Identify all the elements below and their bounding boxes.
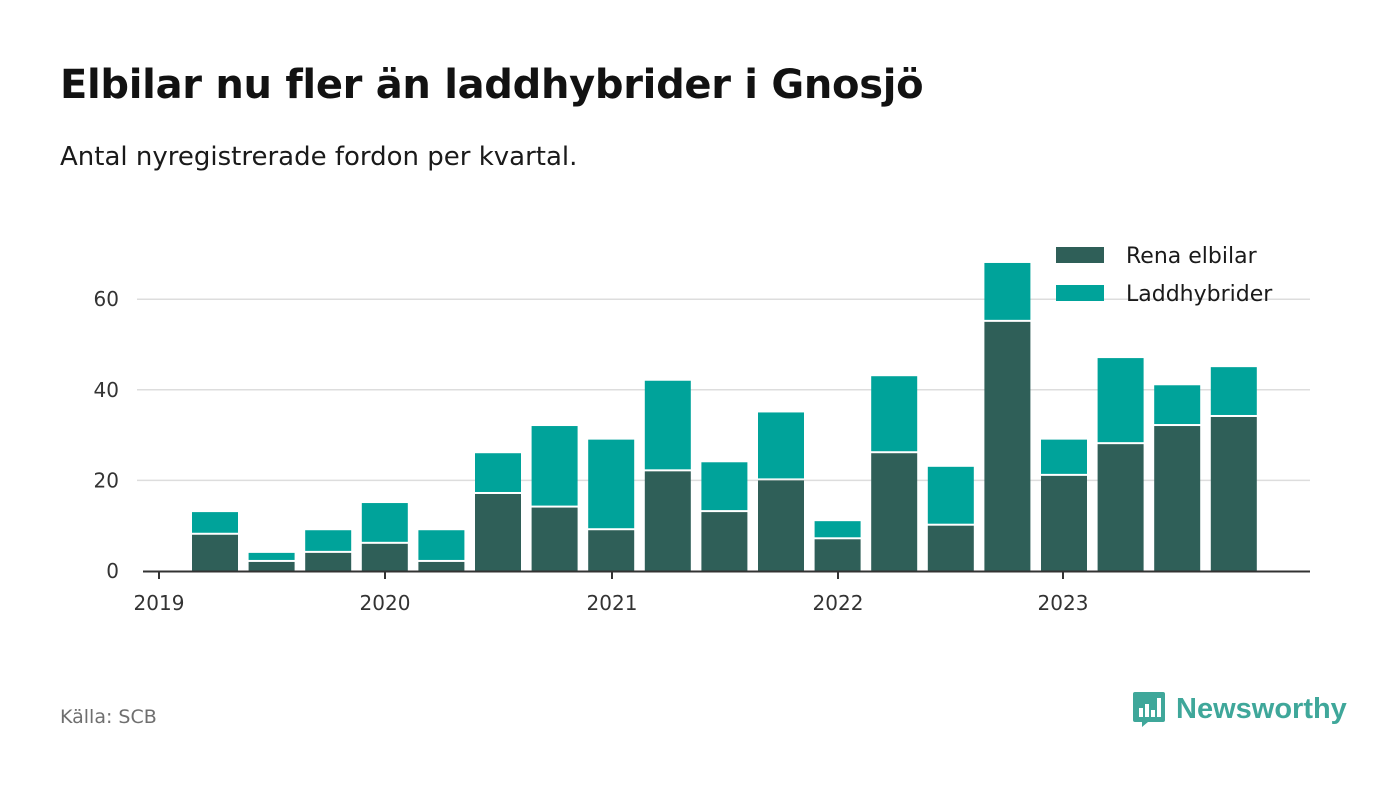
bar-laddhybrider [248,552,295,560]
bar-laddhybrider [814,521,861,538]
y-tick-label: 40 [94,378,119,402]
bar-rena-elbilar [701,512,748,571]
source-note: Källa: SCB [60,706,157,728]
bar-rena-elbilar [984,321,1031,571]
y-tick-label: 20 [94,468,119,492]
bar-rena-elbilar [1041,475,1087,571]
bar-rena-elbilar [644,471,691,571]
bar-laddhybrider [192,512,238,533]
legend-label-rena-elbilar: Rena elbilar [1126,244,1258,269]
bar-laddhybrider [531,426,578,506]
y-tick-label: 60 [94,287,119,311]
chart-title: Elbilar nu fler än laddhybrider i Gnosjö [60,62,924,108]
bars [192,262,1257,571]
bar-laddhybrider [475,453,521,492]
bar-rena-elbilar [531,507,578,571]
newsworthy-chart-icon [1133,692,1165,727]
bar-laddhybrider [1154,385,1201,425]
bar-laddhybrider [1210,367,1257,415]
bar-laddhybrider [305,530,352,551]
newsworthy-logo: Newsworthy [1132,690,1347,728]
bar-rena-elbilar [1154,426,1201,571]
bar-rena-elbilar [1097,444,1144,571]
bar-rena-elbilar [361,543,408,571]
x-tick-label: 2021 [587,591,638,615]
x-tick-label: 2020 [360,591,411,615]
bar-rena-elbilar [418,561,465,571]
bar-laddhybrider [588,439,635,529]
x-tick-label: 2022 [813,591,864,615]
x-tick-label: 2019 [134,591,185,615]
brand-name: Newsworthy [1176,692,1347,725]
bar-laddhybrider [758,412,804,479]
y-tick-label: 0 [106,559,119,583]
bar-rena-elbilar [927,525,974,571]
bar-rena-elbilar [305,552,352,571]
bar-rena-elbilar [758,480,804,571]
bar-laddhybrider [701,462,748,511]
legend-swatch-rena-elbilar [1056,247,1104,263]
bar-laddhybrider [361,503,408,542]
bar-laddhybrider [644,380,691,470]
bar-rena-elbilar [871,453,918,571]
bar-rena-elbilar [588,530,635,571]
chart-subtitle: Antal nyregistrerade fordon per kvartal. [60,142,578,172]
legend: Rena elbilar Laddhybrider [1056,244,1273,307]
legend-swatch-laddhybrider [1056,285,1104,301]
bar-rena-elbilar [1210,416,1257,571]
bar-laddhybrider [1041,439,1087,474]
bar-laddhybrider [418,530,465,560]
bar-laddhybrider [927,466,974,524]
x-axis: 2019 2020 2021 2022 2023 [134,570,1310,615]
bar-laddhybrider [984,262,1031,320]
x-tick-label: 2023 [1038,591,1089,615]
bar-rena-elbilar [814,539,861,571]
bar-laddhybrider [871,376,918,452]
bar-rena-elbilar [248,561,295,571]
bar-laddhybrider [1097,358,1144,443]
bar-rena-elbilar [475,493,521,571]
legend-label-laddhybrider: Laddhybrider [1126,282,1273,307]
bar-rena-elbilar [192,534,238,571]
